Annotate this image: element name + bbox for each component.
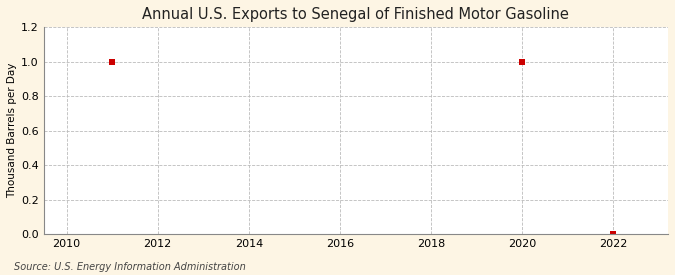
Title: Annual U.S. Exports to Senegal of Finished Motor Gasoline: Annual U.S. Exports to Senegal of Finish… <box>142 7 569 22</box>
Y-axis label: Thousand Barrels per Day: Thousand Barrels per Day <box>7 63 17 198</box>
Text: Source: U.S. Energy Information Administration: Source: U.S. Energy Information Administ… <box>14 262 245 272</box>
